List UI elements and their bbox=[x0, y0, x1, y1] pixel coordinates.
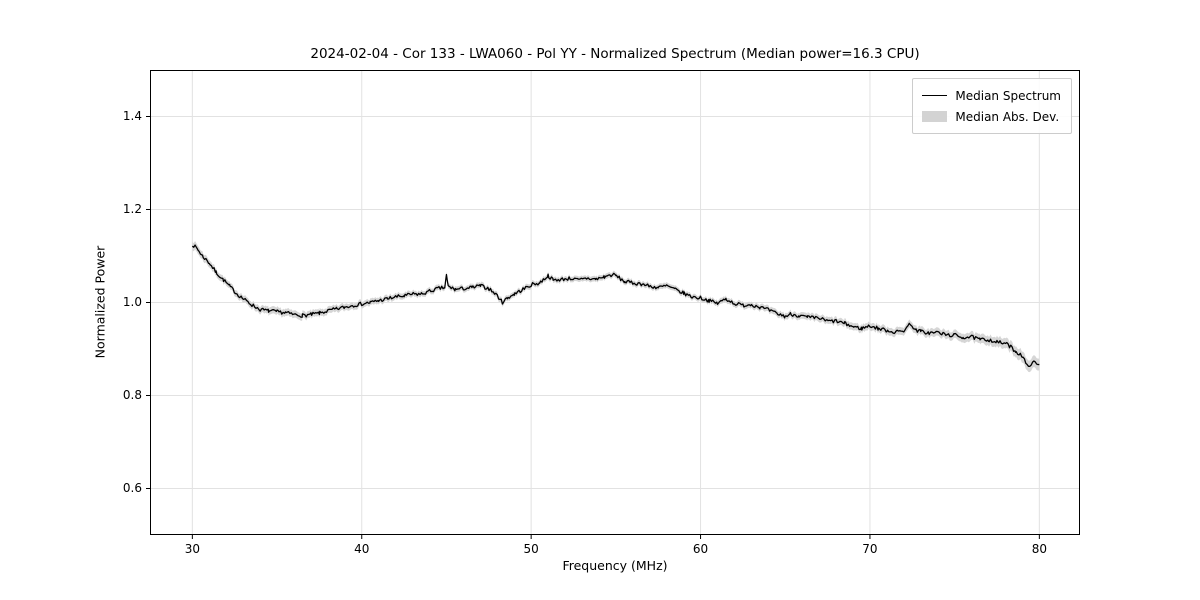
legend-label-median-abs-dev: Median Abs. Dev. bbox=[955, 109, 1060, 124]
median-abs-dev-band-swatch bbox=[922, 111, 948, 122]
x-tick-label: 80 bbox=[1031, 542, 1047, 556]
legend-item-median-spectrum: Median Spectrum bbox=[922, 85, 1061, 106]
chart-title: 2024-02-04 - Cor 133 - LWA060 - Pol YY -… bbox=[310, 46, 920, 62]
median-spectrum-line-swatch bbox=[922, 95, 948, 96]
plot-area bbox=[146, 70, 1080, 539]
x-tick-label: 40 bbox=[354, 542, 370, 556]
median-abs-dev-band bbox=[192, 240, 1040, 373]
x-tick-label: 50 bbox=[523, 542, 539, 556]
legend-item-median-abs-dev: Median Abs. Dev. bbox=[922, 106, 1061, 127]
x-tick-label: 60 bbox=[692, 542, 709, 556]
y-tick-label: 1.0 bbox=[122, 294, 142, 309]
legend-label-median-spectrum: Median Spectrum bbox=[955, 88, 1061, 103]
median-spectrum-line bbox=[191, 244, 1040, 367]
y-tick-label: 1.4 bbox=[122, 108, 142, 123]
x-tick-label: 70 bbox=[862, 542, 878, 556]
x-axis-label: Frequency (MHz) bbox=[562, 558, 668, 573]
axes-spines bbox=[150, 70, 1080, 535]
legend: Median Spectrum Median Abs. Dev. bbox=[912, 78, 1072, 134]
y-tick-label: 0.8 bbox=[122, 387, 142, 402]
x-tick-label: 30 bbox=[184, 542, 200, 556]
y-tick-label: 1.2 bbox=[122, 201, 142, 216]
y-tick-label: 0.6 bbox=[122, 480, 142, 495]
